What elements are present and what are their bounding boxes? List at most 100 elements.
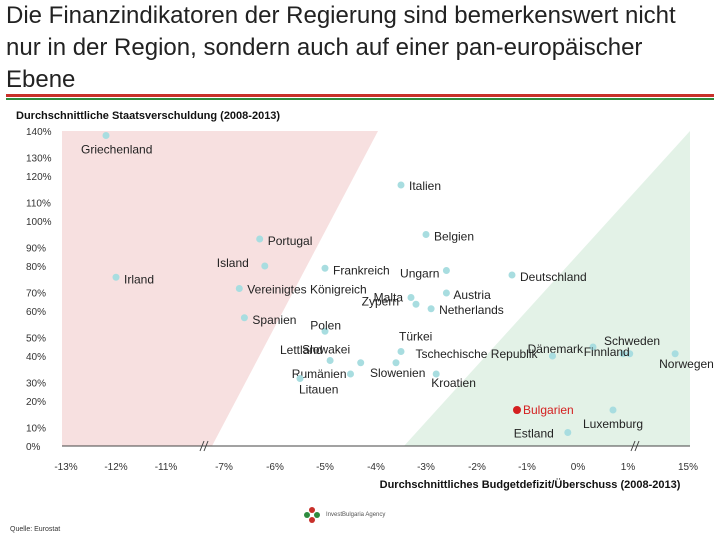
green-zone <box>404 131 690 446</box>
point-label-vereinigtes-königreich: Vereinigtes Königreich <box>247 283 366 297</box>
x-axis-title: Durchschnittliches Budgetdefizit/Übersch… <box>379 479 681 491</box>
x-tick-label: 15% <box>678 462 698 473</box>
y-tick-label: 20% <box>26 397 46 408</box>
point-deutschland <box>508 271 516 279</box>
x-tick-label: -13% <box>54 462 77 473</box>
point-label-litauen: Litauen <box>299 383 338 397</box>
point-label-spanien: Spanien <box>252 313 296 327</box>
point-label-irland: Irland <box>124 272 154 286</box>
point-norwegen <box>671 350 679 358</box>
point-zypern <box>412 300 420 308</box>
point-island <box>261 262 269 270</box>
point-label-italien: Italien <box>409 179 441 193</box>
point-dänemark <box>589 343 597 351</box>
point-label-belgien: Belgien <box>434 230 474 244</box>
y-tick-label: 120% <box>26 172 52 183</box>
headline-rule-red <box>6 94 714 97</box>
y-tick-label: 110% <box>26 199 51 210</box>
point-malta <box>407 294 415 301</box>
y-tick-label: 50% <box>26 334 46 345</box>
logo-leaf-icon <box>304 507 320 523</box>
point-slowenien <box>392 359 400 367</box>
point-label-estland: Estland <box>514 427 554 441</box>
point-italien <box>397 181 405 189</box>
point-label-slowakei: Slowakei <box>302 343 350 357</box>
point-label-kroatien: Kroatien <box>431 376 476 390</box>
point-label-griechenland: Griechenland <box>81 143 152 157</box>
point-kroatien <box>432 370 440 378</box>
point-belgien <box>422 231 430 238</box>
point-label-deutschland: Deutschland <box>520 270 587 284</box>
x-tick-label: -3% <box>417 462 435 473</box>
point-vereinigtes-königreich <box>235 285 243 292</box>
point-polen <box>321 327 329 335</box>
point-irland <box>112 273 120 281</box>
point-slowakei <box>326 357 334 364</box>
point-litauen <box>296 375 304 382</box>
x-tick-label: -2% <box>468 462 486 473</box>
y-tick-label: 30% <box>26 379 46 390</box>
point-finnland <box>626 350 634 358</box>
point-label-norwegen: Norwegen <box>659 357 714 371</box>
y-tick-label: 0% <box>26 442 41 453</box>
y-tick-label: 140% <box>26 127 52 138</box>
axis-break-left <box>199 440 209 452</box>
point-ungarn <box>442 267 450 274</box>
y-tick-label: 100% <box>26 217 52 228</box>
point-label-schweden: Schweden <box>604 334 660 348</box>
point-türkei <box>397 348 405 355</box>
point-portugal <box>256 235 264 243</box>
x-tick-label: -1% <box>518 462 536 473</box>
point-griechenland <box>102 132 110 139</box>
y-tick-label: 40% <box>26 352 46 363</box>
axis-break-right <box>630 440 640 452</box>
point-label-polen: Polen <box>310 318 341 332</box>
y-tick-label: 130% <box>26 154 52 165</box>
x-tick-label: -7% <box>215 462 233 473</box>
point-netherlands <box>427 305 435 313</box>
point-label-malta: Malta <box>374 291 404 305</box>
x-tick-label: -4% <box>367 462 385 473</box>
point-label-dänemark: Dänemark <box>528 342 584 356</box>
x-tick-label: -12% <box>104 462 127 473</box>
x-tick-label: -5% <box>316 462 334 473</box>
point-label-ungarn: Ungarn <box>400 267 439 281</box>
point-tschechische-republik <box>549 352 556 360</box>
point-frankreich <box>321 264 329 272</box>
page-headline: Die Finanzindikatoren der Regierung sind… <box>6 2 676 93</box>
point-label-zypern: Zypern <box>362 294 399 308</box>
x-tick-label: -11% <box>155 462 178 473</box>
x-tick-label: 0% <box>571 462 586 473</box>
y-tick-label: 10% <box>26 424 46 435</box>
investbulgaria-logo: InvestBulgaria Agency <box>302 505 385 525</box>
point-schweden <box>619 350 627 358</box>
point-label-tschechische-republik: Tschechische Republik <box>415 347 538 361</box>
point-label-austria: Austria <box>453 288 491 302</box>
y-tick-label: 60% <box>26 307 46 318</box>
x-tick-label: 1% <box>621 462 636 473</box>
point-label-finnland: Finnland <box>584 345 630 359</box>
point-bulgarien <box>513 406 521 414</box>
point-label-frankreich: Frankreich <box>333 263 390 277</box>
point-label-slowenien: Slowenien <box>370 366 425 380</box>
point-spanien <box>240 314 248 322</box>
headline-rule-green <box>6 98 714 100</box>
x-tick-label: -6% <box>266 462 284 473</box>
point-label-bulgarien: Bulgarien <box>523 403 574 417</box>
y-tick-label: 90% <box>26 244 46 255</box>
point-label-lettland: Lettland <box>280 343 323 357</box>
chart-title: Durchschnittliche Staatsverschuldung (20… <box>16 110 281 122</box>
y-tick-label: 70% <box>26 289 46 300</box>
point-label-türkei: Türkei <box>399 330 432 344</box>
point-label-rumänien: Rumänien <box>292 367 347 381</box>
logo-text: InvestBulgaria Agency <box>326 512 386 518</box>
y-tick-label: 80% <box>26 262 46 273</box>
point-label-portugal: Portugal <box>268 234 313 248</box>
point-lettland <box>357 359 365 367</box>
point-austria <box>442 289 450 297</box>
red-zone <box>62 131 378 446</box>
point-label-netherlands: Netherlands <box>439 303 504 317</box>
point-luxemburg <box>609 406 617 414</box>
point-label-island: Island <box>217 256 249 270</box>
